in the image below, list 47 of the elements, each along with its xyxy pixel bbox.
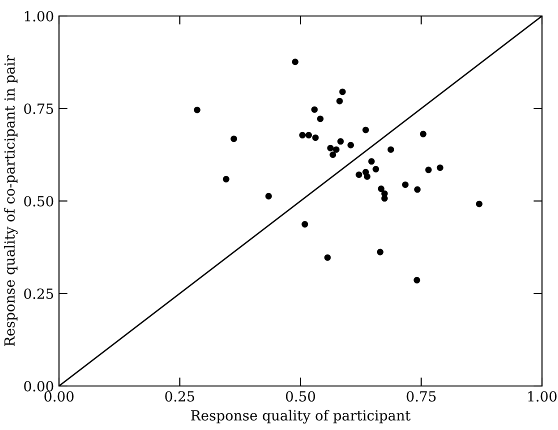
point <box>381 195 388 202</box>
point <box>327 144 334 152</box>
x-tick-label: 0.00 <box>44 391 74 402</box>
point <box>436 164 444 171</box>
x-tick-label: 0.75 <box>406 391 436 402</box>
x-tick-label: 1.00 <box>528 391 557 402</box>
x-tick-label: 0.50 <box>286 391 316 402</box>
point <box>420 130 426 138</box>
point <box>317 116 324 122</box>
point <box>476 200 482 208</box>
point <box>347 142 354 148</box>
point <box>305 132 312 138</box>
point <box>402 181 409 188</box>
point <box>376 248 384 256</box>
point <box>222 176 230 182</box>
point <box>364 173 370 180</box>
point <box>425 166 432 174</box>
x-tick-label: 0.25 <box>165 391 194 402</box>
point <box>368 158 375 165</box>
point <box>332 146 340 153</box>
point <box>414 186 421 193</box>
y-axis-title: Response quality of co-participant in pair <box>4 55 18 346</box>
point <box>311 106 318 113</box>
y-tick-label: 0.25 <box>24 288 54 299</box>
y-tick-label: 0.00 <box>24 380 54 392</box>
point <box>312 134 319 141</box>
y-tick-label: 0.75 <box>24 103 54 114</box>
point <box>265 192 272 200</box>
point <box>372 166 380 172</box>
point <box>414 276 420 284</box>
y-tick-label: 1.00 <box>24 10 54 22</box>
point <box>302 221 308 228</box>
point <box>330 151 336 158</box>
point <box>299 132 306 138</box>
point <box>194 106 200 114</box>
point <box>339 88 346 96</box>
x-axis-title: Response quality of participant <box>191 410 411 424</box>
point <box>356 171 362 178</box>
point <box>362 126 369 134</box>
point <box>388 146 394 153</box>
y-tick-label: 0.50 <box>24 196 54 206</box>
point <box>324 254 331 261</box>
point <box>336 98 343 104</box>
point <box>292 58 298 66</box>
point <box>337 138 344 145</box>
point <box>378 186 384 192</box>
point <box>230 136 238 142</box>
